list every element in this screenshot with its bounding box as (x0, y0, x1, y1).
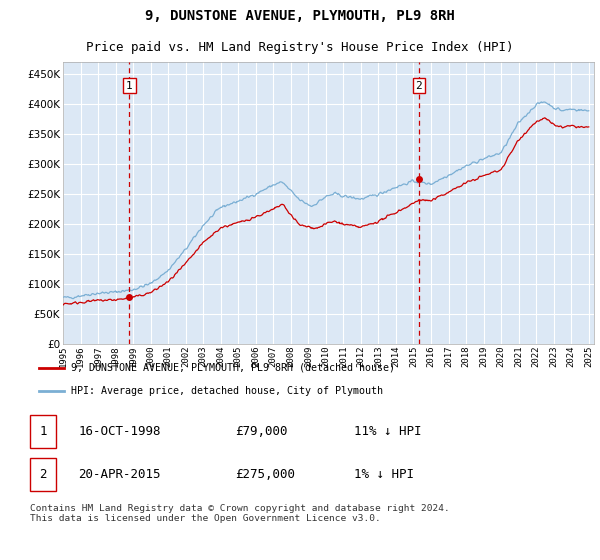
Text: 2: 2 (39, 468, 47, 480)
Text: £275,000: £275,000 (235, 468, 295, 480)
Text: 11% ↓ HPI: 11% ↓ HPI (354, 425, 421, 438)
Text: 2: 2 (415, 81, 422, 91)
Text: 9, DUNSTONE AVENUE, PLYMOUTH, PL9 8RH (detached house): 9, DUNSTONE AVENUE, PLYMOUTH, PL9 8RH (d… (71, 363, 395, 373)
Text: HPI: Average price, detached house, City of Plymouth: HPI: Average price, detached house, City… (71, 386, 383, 396)
FancyBboxPatch shape (30, 415, 56, 448)
Text: Contains HM Land Registry data © Crown copyright and database right 2024.
This d: Contains HM Land Registry data © Crown c… (30, 504, 450, 524)
Text: 16-OCT-1998: 16-OCT-1998 (79, 425, 161, 438)
Text: 1: 1 (126, 81, 133, 91)
Text: 1% ↓ HPI: 1% ↓ HPI (354, 468, 414, 480)
Text: Price paid vs. HM Land Registry's House Price Index (HPI): Price paid vs. HM Land Registry's House … (86, 41, 514, 54)
Text: £79,000: £79,000 (235, 425, 288, 438)
FancyBboxPatch shape (30, 458, 56, 491)
Text: 20-APR-2015: 20-APR-2015 (79, 468, 161, 480)
Text: 1: 1 (39, 425, 47, 438)
Text: 9, DUNSTONE AVENUE, PLYMOUTH, PL9 8RH: 9, DUNSTONE AVENUE, PLYMOUTH, PL9 8RH (145, 9, 455, 23)
